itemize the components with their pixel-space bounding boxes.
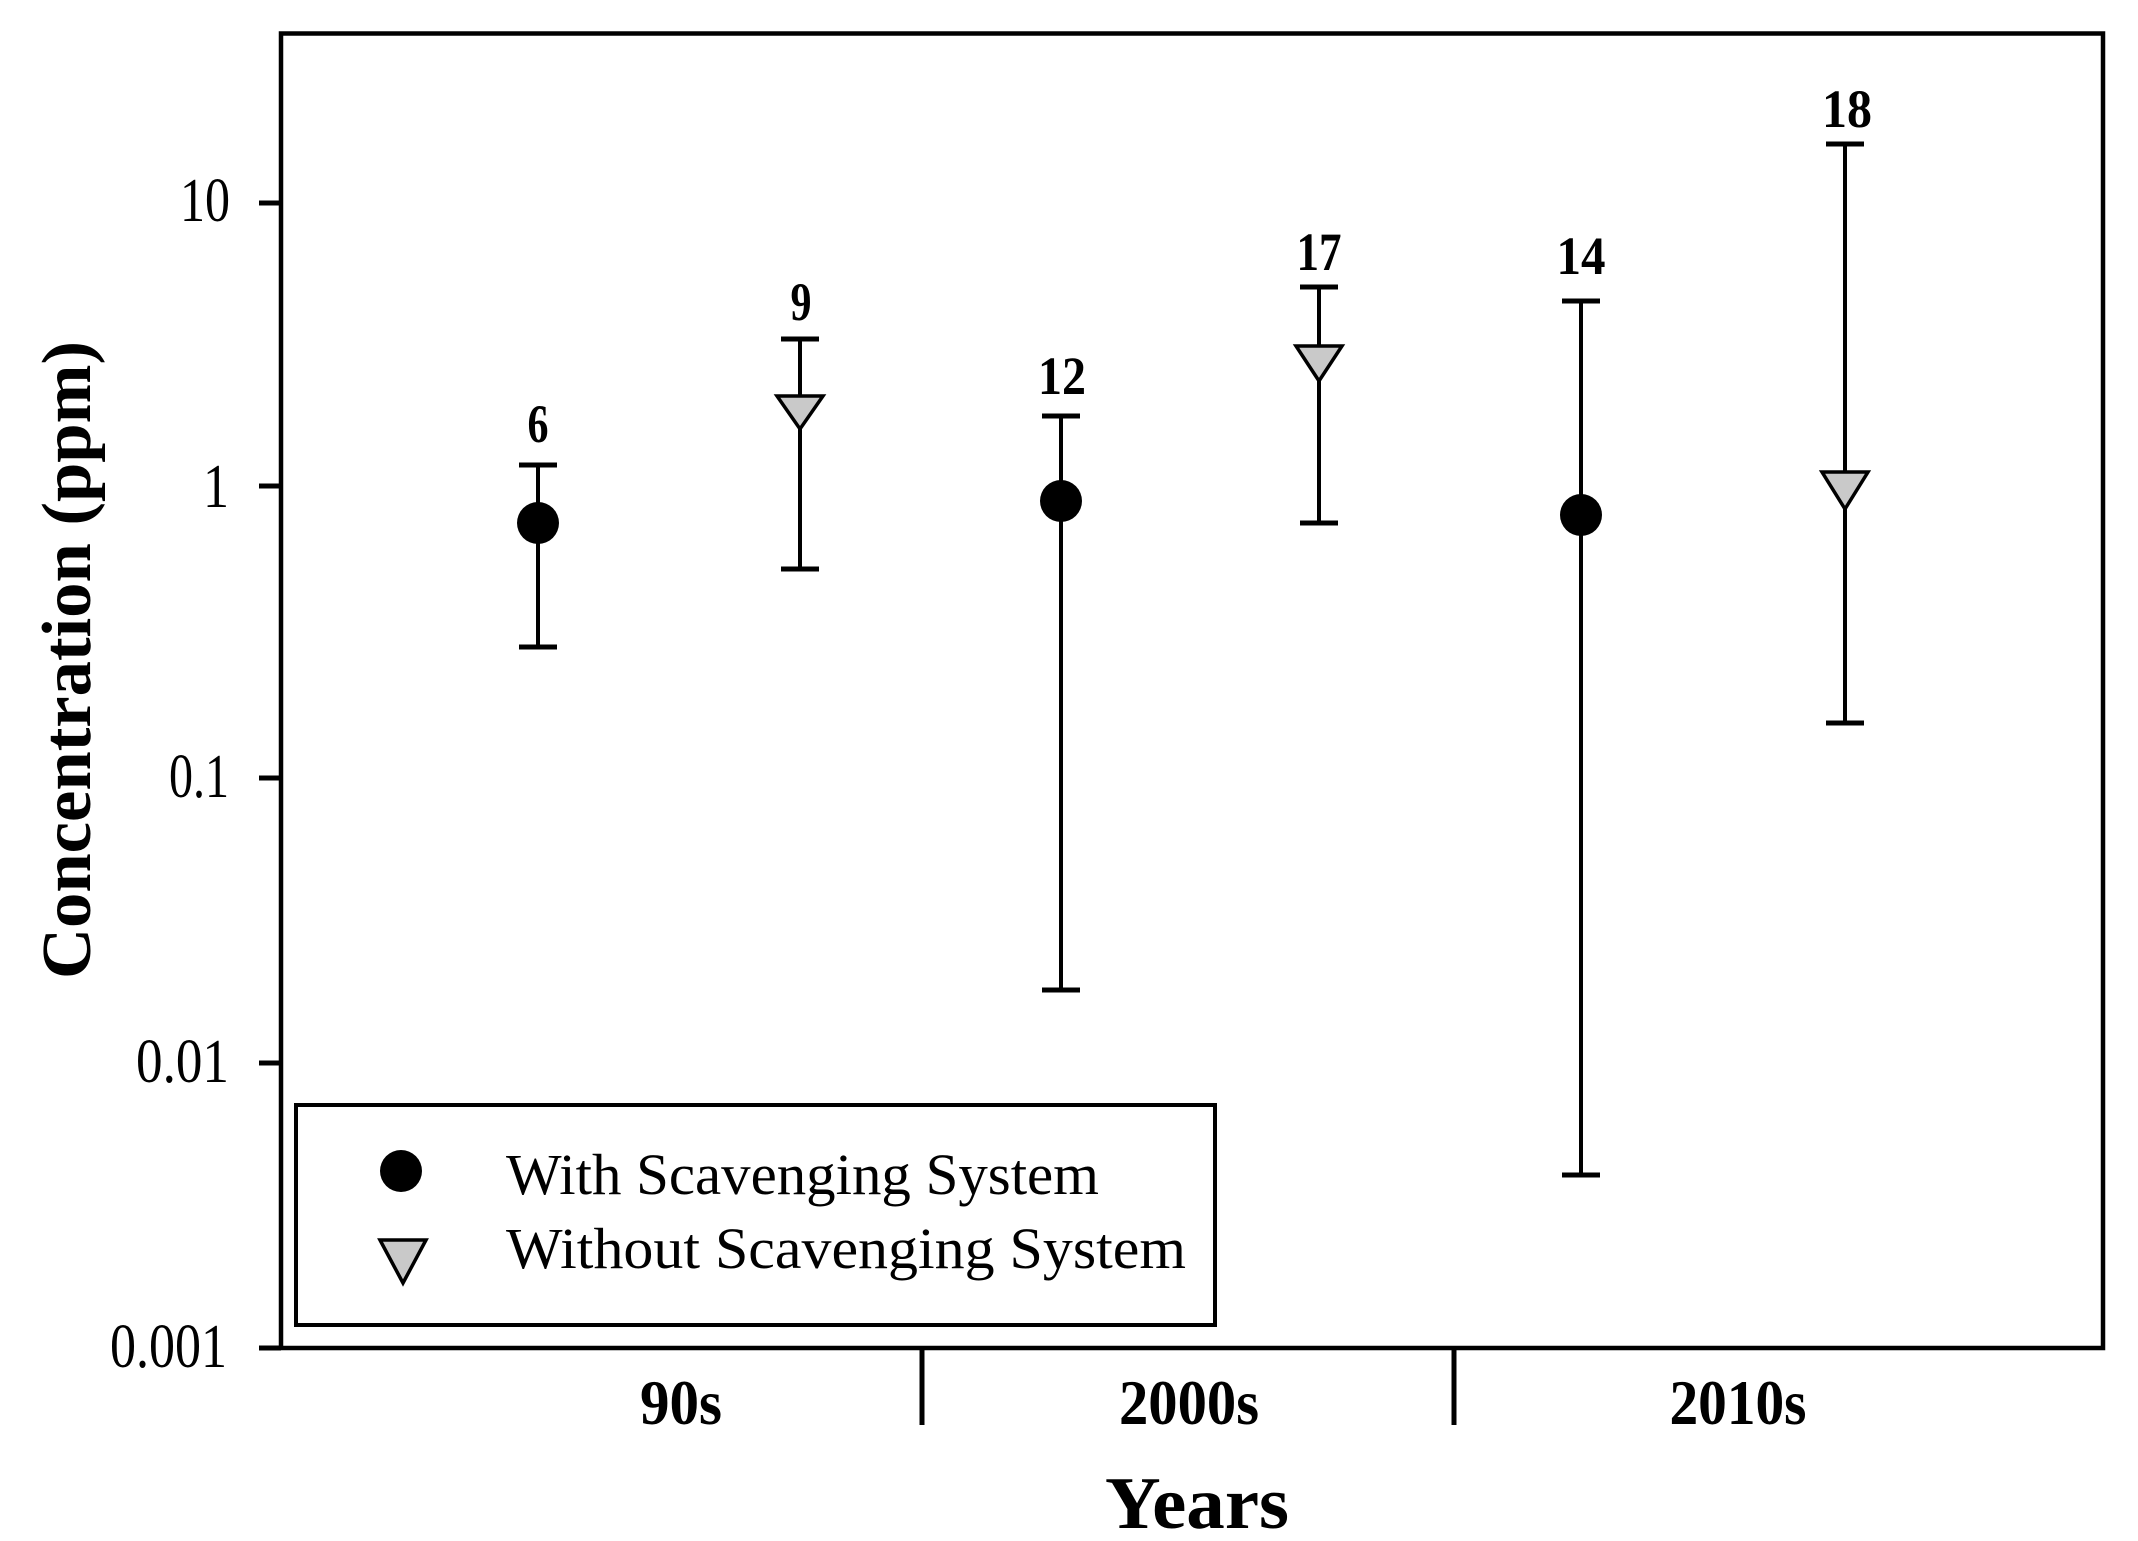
svg-text:9: 9 — [791, 272, 812, 332]
svg-text:90s: 90s — [640, 1367, 722, 1438]
svg-text:2000s: 2000s — [1119, 1367, 1259, 1438]
svg-text:Concentration (ppm): Concentration (ppm) — [29, 341, 106, 979]
svg-text:2010s: 2010s — [1670, 1367, 1807, 1438]
svg-text:0.001: 0.001 — [110, 1313, 227, 1381]
svg-text:With Scavenging System: With Scavenging System — [506, 1142, 1099, 1207]
svg-text:1: 1 — [203, 453, 229, 521]
svg-text:6: 6 — [528, 394, 549, 454]
svg-text:14: 14 — [1557, 226, 1606, 286]
svg-text:Years: Years — [1105, 1463, 1289, 1541]
svg-text:0.01: 0.01 — [136, 1028, 229, 1096]
svg-text:17: 17 — [1297, 222, 1342, 282]
svg-text:0.1: 0.1 — [169, 743, 229, 811]
svg-text:18: 18 — [1822, 79, 1872, 139]
svg-text:10: 10 — [180, 167, 230, 235]
svg-text:Without Scavenging System: Without Scavenging System — [506, 1216, 1186, 1281]
svg-text:12: 12 — [1038, 346, 1086, 406]
